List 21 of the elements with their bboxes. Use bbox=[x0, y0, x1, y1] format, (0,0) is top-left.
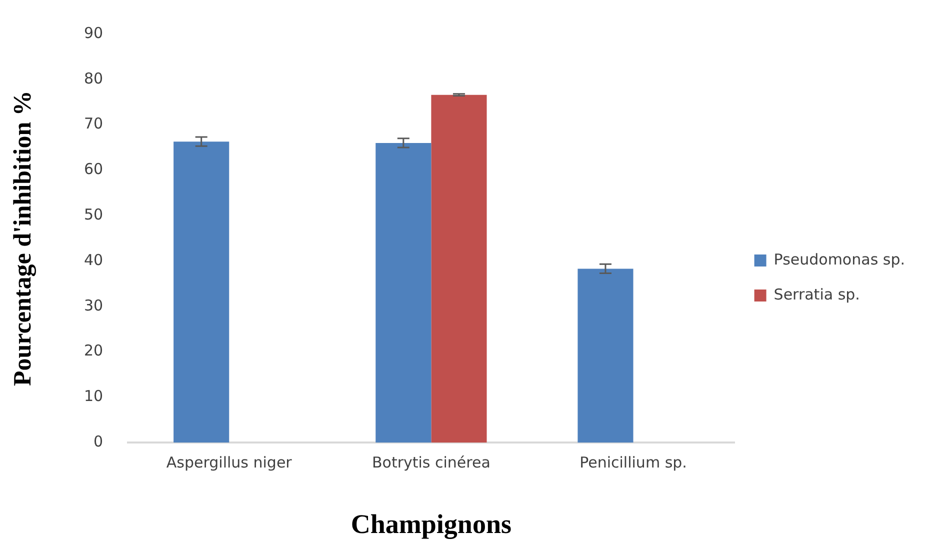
y-tick-label: 90 bbox=[84, 24, 104, 42]
bar bbox=[376, 142, 432, 443]
y-axis-title: Pourcentage d'inhibition % bbox=[9, 90, 36, 386]
bar bbox=[578, 268, 634, 443]
x-tick-label: Aspergillus niger bbox=[166, 453, 293, 472]
y-tick-label: 30 bbox=[84, 296, 104, 314]
y-tick-label: 80 bbox=[84, 69, 104, 88]
y-tick-label: 10 bbox=[84, 387, 104, 406]
x-tick-label: Botrytis cinérea bbox=[372, 453, 490, 472]
y-tick-label: 40 bbox=[84, 250, 104, 269]
y-tick-label: 0 bbox=[94, 432, 104, 450]
bar bbox=[174, 142, 230, 443]
x-tick-label: Penicillium sp. bbox=[580, 453, 687, 472]
y-tick-label: 60 bbox=[84, 160, 104, 178]
legend-label: Pseudomonas sp. bbox=[774, 250, 906, 268]
y-tick-label: 50 bbox=[84, 205, 104, 224]
y-tick-label: 70 bbox=[84, 114, 104, 133]
bar bbox=[431, 94, 487, 443]
y-tick-label: 20 bbox=[84, 342, 104, 360]
legend-label: Serratia sp. bbox=[774, 285, 860, 304]
x-axis-title: Champignons bbox=[350, 508, 512, 539]
